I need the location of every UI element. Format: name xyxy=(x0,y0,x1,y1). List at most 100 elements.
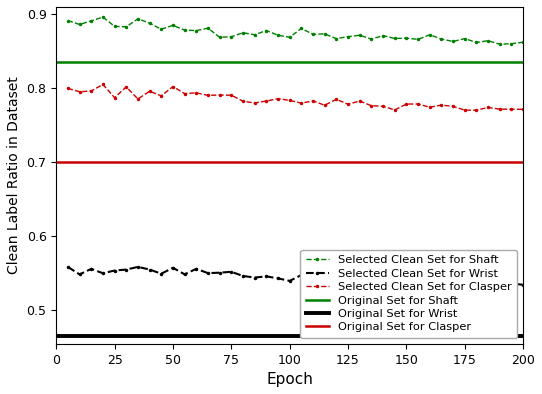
Selected Clean Set for Clasper xyxy=(368,103,375,108)
Selected Clean Set for Wrist xyxy=(496,281,503,286)
Selected Clean Set for Clasper xyxy=(333,97,340,102)
Line: Selected Clean Set for Wrist: Selected Clean Set for Wrist xyxy=(66,265,525,287)
Selected Clean Set for Wrist xyxy=(158,271,165,276)
Selected Clean Set for Wrist xyxy=(310,272,317,277)
Selected Clean Set for Clasper xyxy=(438,103,444,108)
Selected Clean Set for Clasper xyxy=(415,102,421,106)
Selected Clean Set for Shaft xyxy=(286,35,293,40)
Selected Clean Set for Clasper xyxy=(427,105,433,110)
Selected Clean Set for Clasper xyxy=(450,104,456,109)
Selected Clean Set for Wrist xyxy=(76,272,83,277)
Selected Clean Set for Clasper xyxy=(357,98,363,103)
Selected Clean Set for Clasper xyxy=(193,91,199,95)
Original Set for Wrist xyxy=(53,333,60,338)
Selected Clean Set for Shaft xyxy=(64,18,71,23)
Selected Clean Set for Clasper xyxy=(205,93,211,98)
Original Set for Shaft xyxy=(53,60,60,65)
Selected Clean Set for Shaft xyxy=(496,42,503,46)
Selected Clean Set for Wrist xyxy=(240,273,246,278)
Selected Clean Set for Wrist xyxy=(64,264,71,269)
Selected Clean Set for Shaft xyxy=(240,30,246,35)
Selected Clean Set for Shaft xyxy=(193,28,199,33)
Selected Clean Set for Shaft xyxy=(333,36,340,41)
Selected Clean Set for Wrist xyxy=(368,274,375,279)
Original Set for Shaft xyxy=(55,60,62,65)
Selected Clean Set for Shaft xyxy=(100,15,106,19)
X-axis label: Epoch: Epoch xyxy=(266,372,313,387)
Selected Clean Set for Wrist xyxy=(146,267,153,272)
Selected Clean Set for Clasper xyxy=(240,99,246,104)
Original Set for Clasper xyxy=(53,159,60,164)
Selected Clean Set for Clasper xyxy=(182,91,188,96)
Selected Clean Set for Wrist xyxy=(251,275,258,280)
Selected Clean Set for Clasper xyxy=(520,107,526,112)
Selected Clean Set for Wrist xyxy=(193,266,199,271)
Selected Clean Set for Clasper xyxy=(64,86,71,91)
Selected Clean Set for Shaft xyxy=(438,37,444,41)
Original Set for Wrist xyxy=(55,333,62,338)
Selected Clean Set for Shaft xyxy=(345,34,351,39)
Selected Clean Set for Shaft xyxy=(310,32,317,37)
Selected Clean Set for Wrist xyxy=(298,273,305,277)
Selected Clean Set for Shaft xyxy=(415,37,421,42)
Selected Clean Set for Clasper xyxy=(216,93,223,97)
Selected Clean Set for Shaft xyxy=(427,32,433,37)
Selected Clean Set for Wrist xyxy=(485,280,492,284)
Selected Clean Set for Wrist xyxy=(134,264,141,269)
Selected Clean Set for Clasper xyxy=(100,82,106,87)
Selected Clean Set for Clasper xyxy=(321,103,328,108)
Selected Clean Set for Shaft xyxy=(111,24,118,29)
Selected Clean Set for Clasper xyxy=(158,93,165,98)
Selected Clean Set for Wrist xyxy=(461,281,468,286)
Selected Clean Set for Shaft xyxy=(216,35,223,39)
Selected Clean Set for Clasper xyxy=(298,101,305,106)
Selected Clean Set for Wrist xyxy=(403,279,410,284)
Selected Clean Set for Shaft xyxy=(298,26,305,31)
Selected Clean Set for Clasper xyxy=(228,93,235,98)
Selected Clean Set for Clasper xyxy=(380,104,386,109)
Selected Clean Set for Wrist xyxy=(88,266,94,271)
Selected Clean Set for Wrist xyxy=(216,270,223,275)
Selected Clean Set for Wrist xyxy=(415,279,421,283)
Selected Clean Set for Shaft xyxy=(508,41,515,46)
Selected Clean Set for Shaft xyxy=(228,34,235,39)
Selected Clean Set for Wrist xyxy=(333,277,340,282)
Selected Clean Set for Shaft xyxy=(182,28,188,33)
Selected Clean Set for Wrist xyxy=(438,282,444,286)
Selected Clean Set for Shaft xyxy=(134,17,141,21)
Selected Clean Set for Clasper xyxy=(170,84,176,89)
Selected Clean Set for Clasper xyxy=(251,100,258,105)
Selected Clean Set for Wrist xyxy=(275,276,281,281)
Selected Clean Set for Shaft xyxy=(251,32,258,37)
Selected Clean Set for Clasper xyxy=(88,89,94,93)
Selected Clean Set for Shaft xyxy=(473,40,480,45)
Selected Clean Set for Wrist xyxy=(473,281,480,285)
Selected Clean Set for Shaft xyxy=(146,21,153,26)
Selected Clean Set for Wrist xyxy=(380,277,386,282)
Selected Clean Set for Clasper xyxy=(508,107,515,112)
Selected Clean Set for Clasper xyxy=(263,98,269,103)
Selected Clean Set for Wrist xyxy=(391,275,398,280)
Y-axis label: Clean Label Ratio in Dataset: Clean Label Ratio in Dataset xyxy=(7,76,21,274)
Selected Clean Set for Shaft xyxy=(520,40,526,45)
Selected Clean Set for Shaft xyxy=(205,26,211,31)
Line: Selected Clean Set for Shaft: Selected Clean Set for Shaft xyxy=(66,15,525,46)
Selected Clean Set for Clasper xyxy=(123,85,130,89)
Selected Clean Set for Shaft xyxy=(368,37,375,41)
Selected Clean Set for Clasper xyxy=(345,102,351,107)
Selected Clean Set for Shaft xyxy=(391,36,398,41)
Legend: Selected Clean Set for Shaft, Selected Clean Set for Wrist, Selected Clean Set f: Selected Clean Set for Shaft, Selected C… xyxy=(300,250,518,338)
Selected Clean Set for Wrist xyxy=(170,266,176,270)
Selected Clean Set for Shaft xyxy=(485,38,492,43)
Selected Clean Set for Clasper xyxy=(111,95,118,100)
Selected Clean Set for Shaft xyxy=(158,27,165,32)
Selected Clean Set for Clasper xyxy=(76,89,83,94)
Selected Clean Set for Shaft xyxy=(76,22,83,27)
Line: Selected Clean Set for Clasper: Selected Clean Set for Clasper xyxy=(66,82,525,112)
Selected Clean Set for Clasper xyxy=(286,98,293,103)
Selected Clean Set for Clasper xyxy=(473,108,480,113)
Selected Clean Set for Wrist xyxy=(450,281,456,285)
Selected Clean Set for Wrist xyxy=(427,280,433,285)
Selected Clean Set for Shaft xyxy=(275,33,281,37)
Selected Clean Set for Shaft xyxy=(321,32,328,36)
